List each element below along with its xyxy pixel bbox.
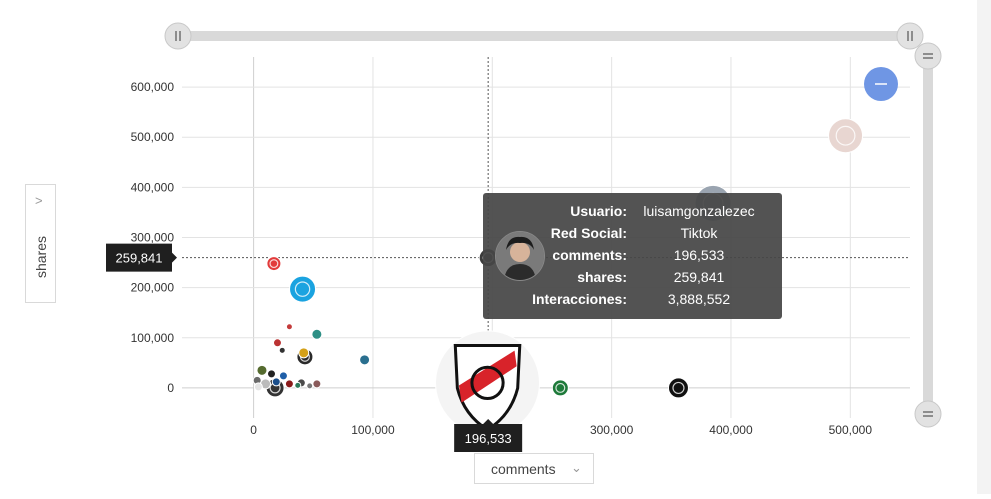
data-point bbox=[289, 275, 317, 303]
data-point bbox=[435, 330, 541, 436]
y-tick-label: 100,000 bbox=[131, 331, 175, 345]
data-point-marker bbox=[298, 347, 310, 359]
avatar bbox=[495, 231, 545, 281]
data-point bbox=[306, 382, 314, 390]
y-axis-selector-label: shares bbox=[33, 235, 49, 279]
data-point bbox=[294, 381, 302, 389]
x-range-slider-track bbox=[180, 31, 911, 41]
tick-labels: 0 100,000 200,000 300,000 400,000 500,000 0 100… bbox=[131, 80, 873, 437]
data-point-marker bbox=[551, 379, 569, 397]
data-point-marker bbox=[278, 371, 288, 381]
x-range-slider-handle[interactable] bbox=[164, 22, 192, 50]
data-point-avatar-ring bbox=[672, 381, 685, 395]
x-tick-label: 400,000 bbox=[709, 423, 753, 437]
data-point bbox=[667, 377, 689, 399]
data-point bbox=[298, 347, 310, 359]
data-point-marker bbox=[272, 338, 282, 348]
data-point bbox=[267, 369, 277, 379]
data-point-marker bbox=[828, 118, 864, 154]
data-point-marker bbox=[289, 275, 317, 303]
x-highlight-label: 196,533 bbox=[454, 419, 523, 452]
tooltip-row-usuario: Usuario: luisamgonzalezec bbox=[570, 203, 755, 219]
grip-horizontal-icon bbox=[914, 42, 942, 70]
y-range-slider-handle[interactable] bbox=[914, 400, 942, 428]
chevron-down-icon: ⌄ bbox=[571, 460, 582, 475]
data-point-avatar-ring bbox=[294, 281, 311, 297]
grip-vertical-icon bbox=[164, 22, 192, 50]
data-point-marker bbox=[267, 369, 277, 379]
data-point-marker bbox=[256, 364, 268, 376]
data-point bbox=[253, 382, 263, 392]
data-point-marker bbox=[312, 379, 322, 389]
data-point-marker bbox=[359, 354, 371, 366]
x-highlight-label-pointer bbox=[483, 419, 494, 424]
y-highlight-label-pointer bbox=[172, 252, 177, 263]
data-point bbox=[311, 328, 323, 340]
x-highlight-label-box bbox=[454, 424, 523, 452]
x-tick-label: 100,000 bbox=[351, 423, 395, 437]
point-tooltip: Usuario: luisamgonzalezec Red Social: Ti… bbox=[483, 193, 782, 319]
data-point bbox=[284, 379, 294, 389]
x-range-slider-handle[interactable] bbox=[896, 22, 924, 50]
tooltip-row-shares: shares: 259,841 bbox=[577, 269, 725, 285]
grip-vertical-icon bbox=[896, 22, 924, 50]
highlight-labels: 259,841 196,533 bbox=[106, 243, 523, 452]
data-point-marker bbox=[311, 328, 323, 340]
size-legend-button[interactable] bbox=[864, 67, 898, 101]
data-point bbox=[551, 379, 569, 397]
data-point-marker bbox=[667, 377, 689, 399]
y-highlight-label: 259,841 bbox=[106, 243, 177, 272]
data-point bbox=[312, 379, 322, 389]
tooltip-row-interacciones: Interacciones: 3,888,552 bbox=[532, 291, 731, 307]
x-tick-label: 0 bbox=[250, 423, 257, 437]
grip-horizontal-icon bbox=[914, 400, 942, 428]
data-point bbox=[359, 354, 371, 366]
data-point bbox=[271, 377, 281, 387]
data-point-avatar-ring bbox=[269, 259, 279, 269]
y-tick-label: 500,000 bbox=[131, 130, 175, 144]
data-point-avatar-ring bbox=[555, 382, 566, 393]
tooltip-row-comments: comments: 196,533 bbox=[552, 247, 725, 263]
data-point bbox=[278, 371, 288, 381]
data-point-marker bbox=[278, 346, 286, 354]
chevron-right-icon: > bbox=[35, 193, 43, 208]
x-axis-selector[interactable]: comments ⌄ bbox=[474, 453, 594, 484]
shield-monogram bbox=[470, 365, 505, 401]
data-point bbox=[285, 323, 293, 331]
x-tick-label: 300,000 bbox=[590, 423, 634, 437]
y-tick-label: 200,000 bbox=[131, 281, 175, 295]
y-tick-label: 400,000 bbox=[131, 180, 175, 194]
data-point-marker bbox=[306, 382, 314, 390]
data-point-avatar-ring bbox=[835, 125, 856, 146]
data-point bbox=[256, 364, 268, 376]
data-point-marker bbox=[271, 377, 281, 387]
tooltip-row-red-social: Red Social: Tiktok bbox=[550, 225, 718, 241]
data-point bbox=[828, 118, 864, 154]
data-point-marker bbox=[253, 382, 263, 392]
avatar-portrait-icon bbox=[496, 232, 544, 280]
data-point-marker bbox=[284, 379, 294, 389]
y-range-slider-track bbox=[923, 56, 933, 414]
data-point-marker bbox=[285, 323, 293, 331]
range-sliders bbox=[164, 22, 942, 428]
data-point bbox=[272, 338, 282, 348]
data-point bbox=[278, 346, 286, 354]
y-highlight-label-box bbox=[106, 243, 172, 272]
x-axis-selector-label: comments bbox=[491, 461, 556, 477]
y-axis-selector[interactable]: > shares bbox=[25, 184, 56, 303]
y-tick-label: 600,000 bbox=[131, 80, 175, 94]
y-range-slider-handle[interactable] bbox=[914, 42, 942, 70]
x-highlight-label-text: 196,533 bbox=[465, 431, 512, 446]
data-point bbox=[266, 256, 282, 272]
data-points bbox=[252, 118, 864, 436]
y-tick-label: 300,000 bbox=[131, 231, 175, 245]
scrollbar-track[interactable] bbox=[977, 0, 991, 494]
y-tick-label: 0 bbox=[167, 381, 174, 395]
data-point-marker bbox=[294, 381, 302, 389]
data-point-marker bbox=[266, 256, 282, 272]
y-highlight-label-text: 259,841 bbox=[116, 251, 163, 266]
x-tick-label: 500,000 bbox=[829, 423, 873, 437]
